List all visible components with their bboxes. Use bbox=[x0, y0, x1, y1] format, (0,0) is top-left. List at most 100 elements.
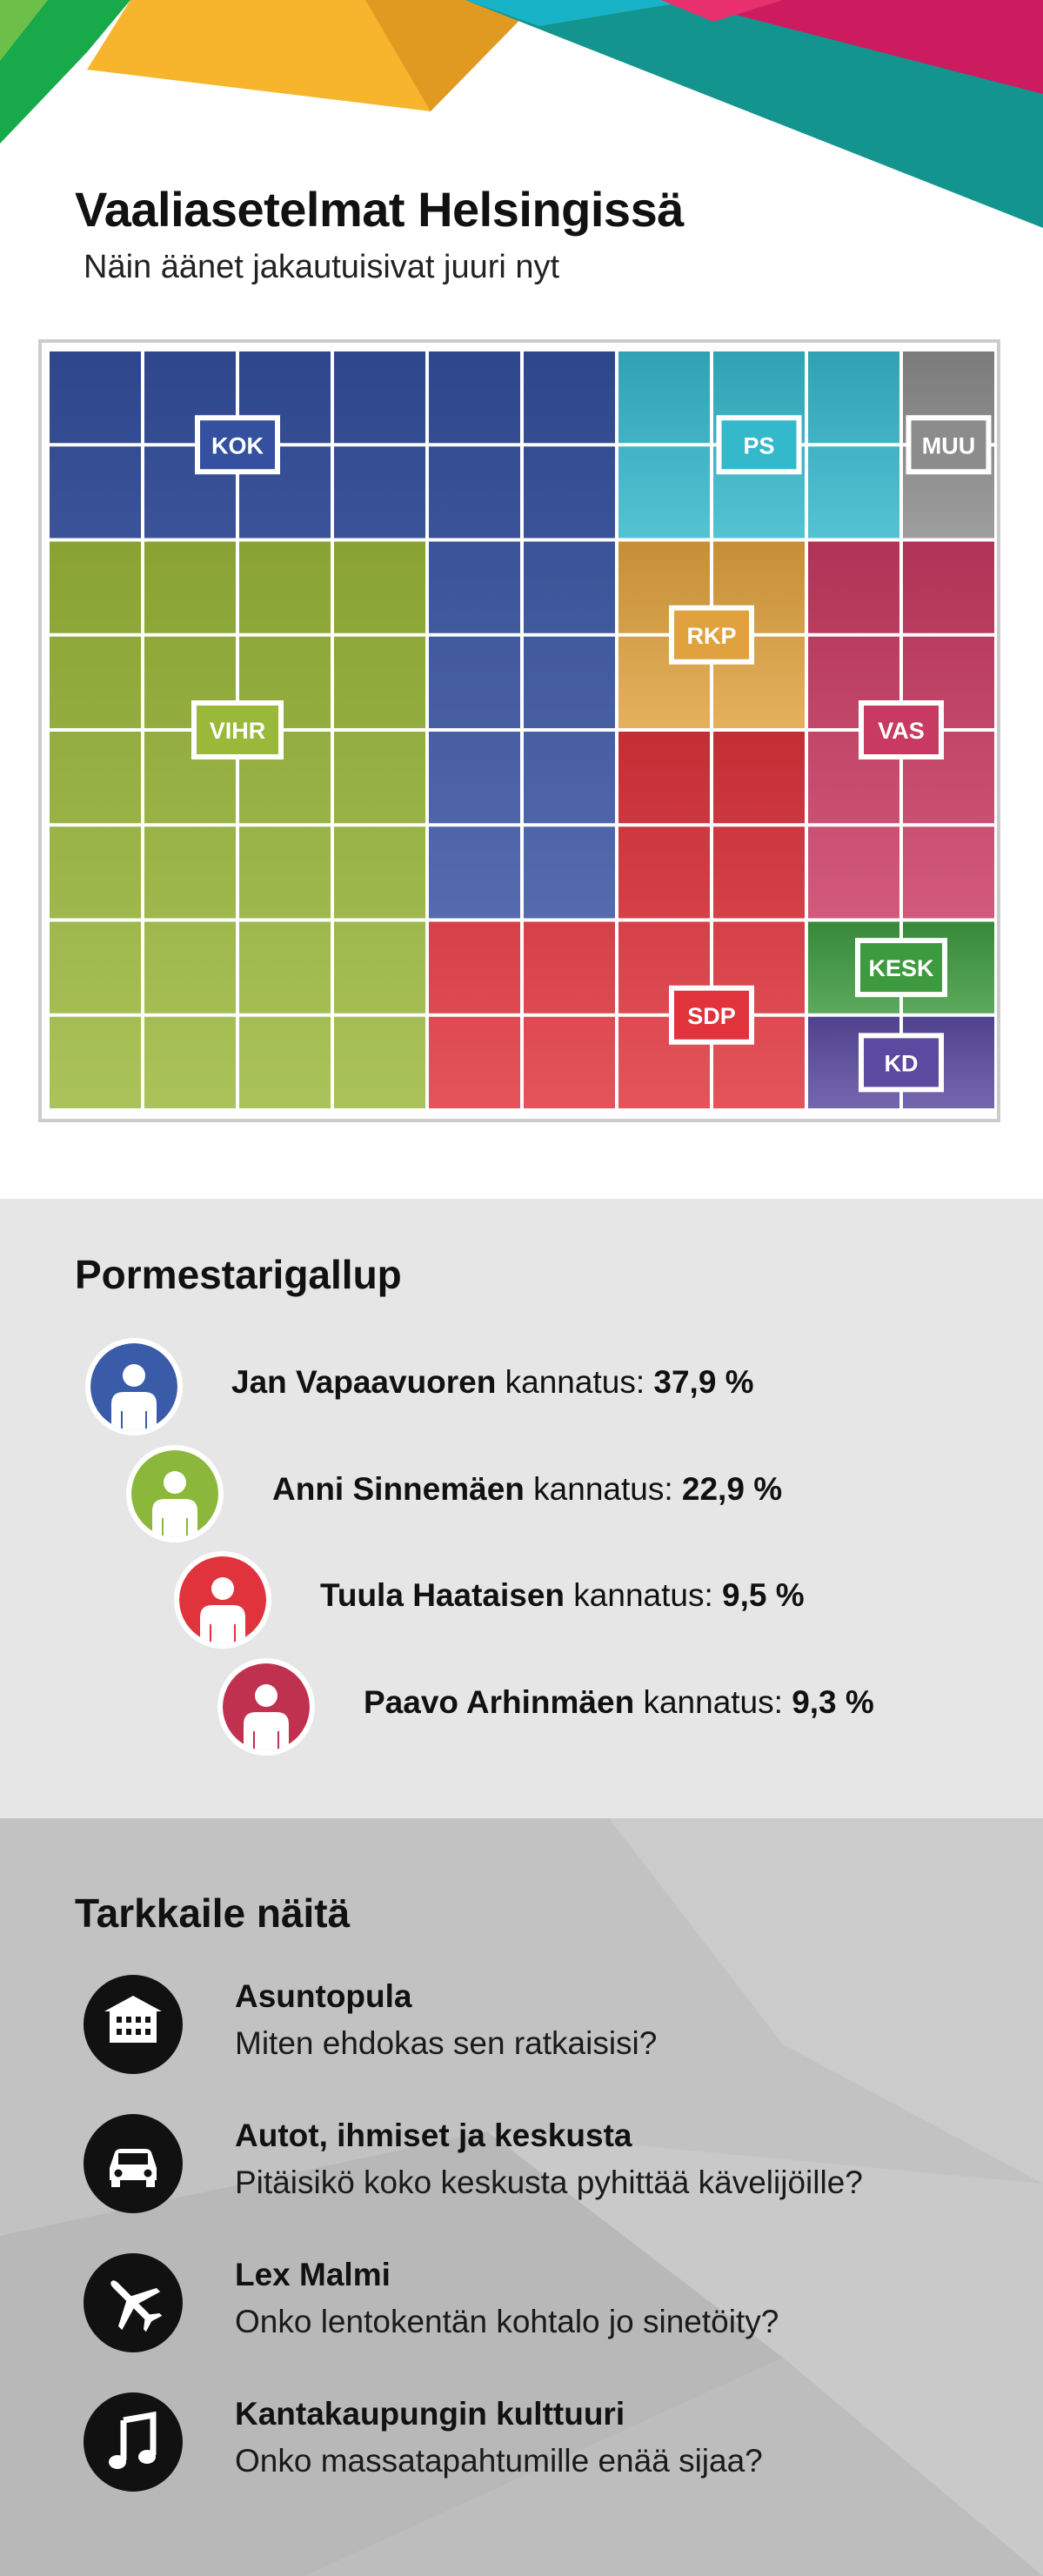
deco-cyan-shape bbox=[465, 0, 696, 26]
candidate-name: Anni Sinnemäen bbox=[272, 1471, 525, 1507]
watch-topic: Autot, ihmiset ja keskusta Pitäisikö koko… bbox=[84, 2114, 997, 2218]
candidate-name: Tuula Haataisen bbox=[320, 1577, 565, 1613]
waffle-label-text: PS bbox=[743, 432, 774, 458]
candidate-support-text: Paavo Arhinmäen kannatus: 9,3 % bbox=[364, 1684, 874, 1721]
waffle-cell-kok bbox=[429, 636, 520, 728]
decorative-banner bbox=[0, 0, 1043, 228]
waffle-label-text: KESK bbox=[868, 955, 934, 981]
waffle-cell-kok bbox=[429, 541, 520, 633]
waffle-label-text: VIHR bbox=[210, 718, 266, 744]
waffle-cell-vihr bbox=[144, 826, 236, 919]
waffle-label-sdp: SDP bbox=[669, 985, 754, 1045]
waffle-cell-ps bbox=[808, 446, 899, 539]
waffle-label-text: KD bbox=[885, 1050, 919, 1076]
waffle-cell-kok bbox=[429, 732, 520, 824]
watch-topic: Kantakaupungin kulttuuri Onko massatapaht… bbox=[84, 2392, 997, 2497]
candidate-support-text: Anni Sinnemäen kannatus: 22,9 % bbox=[272, 1471, 782, 1508]
support-label: kannatus: bbox=[505, 1364, 645, 1400]
waffle-label-rkp: RKP bbox=[669, 605, 754, 665]
waffle-cell-ps bbox=[618, 351, 710, 444]
music-note-icon bbox=[84, 2392, 183, 2492]
deco-orange-shape bbox=[365, 0, 539, 111]
waffle-cell-kok bbox=[524, 541, 615, 633]
support-value: 37,9 % bbox=[653, 1364, 754, 1400]
waffle-label-vas: VAS bbox=[859, 700, 944, 759]
support-value: 22,9 % bbox=[681, 1471, 783, 1507]
waffle-label-kesk: KESK bbox=[855, 938, 947, 998]
person-avatar-icon bbox=[85, 1338, 183, 1435]
waffle-cell-vas bbox=[808, 826, 899, 919]
waffle-cell-vihr bbox=[50, 636, 141, 728]
waffle-cell-vas bbox=[808, 541, 899, 633]
waffle-cell-kok bbox=[334, 351, 425, 444]
watch-title: Tarkkaile näitä bbox=[75, 1890, 351, 1936]
waffle-cell-vihr bbox=[239, 1016, 331, 1108]
waffle-cell-kok bbox=[50, 351, 141, 444]
deco-magenta-shape bbox=[679, 0, 1043, 94]
waffle-cell-sdp bbox=[524, 1016, 615, 1108]
waffle-cell-kok bbox=[334, 446, 425, 539]
waffle-cell-kok bbox=[524, 446, 615, 539]
page-title: Vaaliasetelmat Helsingissä bbox=[75, 182, 684, 237]
waffle-cell-sdp bbox=[713, 826, 805, 919]
waffle-cell-vihr bbox=[50, 921, 141, 1014]
waffle-cell-vihr bbox=[144, 541, 236, 633]
waffle-cell-vihr bbox=[334, 826, 425, 919]
support-value: 9,5 % bbox=[722, 1577, 805, 1613]
waffle-cell-vihr bbox=[50, 732, 141, 824]
topic-title: Lex Malmi bbox=[235, 2257, 391, 2292]
support-label: kannatus: bbox=[533, 1471, 673, 1507]
waffle-cell-sdp bbox=[618, 732, 710, 824]
waffle-label-text: MUU bbox=[922, 432, 976, 458]
waffle-chart: KOK VIHR SDP VAS PS RKP MUU KESK KD bbox=[50, 351, 994, 1108]
person-avatar-icon bbox=[217, 1658, 315, 1756]
waffle-cell-vihr bbox=[50, 826, 141, 919]
topic-question: Miten ehdokas sen ratkaisisi? bbox=[235, 2025, 658, 2061]
topic-question: Onko lentokentän kohtalo jo sinetöity? bbox=[235, 2304, 779, 2339]
waffle-cell-sdp bbox=[618, 826, 710, 919]
topic-title: Asuntopula bbox=[235, 1978, 412, 2014]
waffle-cell-vas bbox=[903, 826, 994, 919]
waffle-cell-vihr bbox=[334, 636, 425, 728]
waffle-cell-kok bbox=[524, 351, 615, 444]
waffle-cell-kok bbox=[429, 826, 520, 919]
waffle-cell-kok bbox=[50, 446, 141, 539]
watch-topic: Asuntopula Miten ehdokas sen ratkaisisi? bbox=[84, 1975, 997, 2079]
gallup-section: Pormestarigallup Jan Vapaavuoren kannatu… bbox=[0, 1199, 1043, 1818]
waffle-cell-kok bbox=[524, 826, 615, 919]
waffle-cell-sdp bbox=[429, 921, 520, 1014]
topic-question: Pitäisikö koko keskusta pyhittää kävelij… bbox=[235, 2165, 863, 2200]
waffle-label-ps: PS bbox=[716, 415, 802, 475]
waffle-cell-vihr bbox=[144, 1016, 236, 1108]
candidate-name: Paavo Arhinmäen bbox=[364, 1684, 635, 1720]
building-icon bbox=[84, 1975, 183, 2074]
watch-background-shapes bbox=[0, 1818, 1043, 2576]
waffle-label-kd: KD bbox=[859, 1033, 944, 1093]
watch-section: Tarkkaile näitä Asuntopula Miten ehdokas … bbox=[0, 1818, 1043, 2576]
waffle-cell-sdp bbox=[429, 1016, 520, 1108]
person-avatar-icon bbox=[174, 1551, 271, 1649]
deco-green-shape bbox=[0, 0, 130, 144]
waffle-label-vihr: VIHR bbox=[191, 700, 284, 759]
waffle-cell-vihr bbox=[239, 921, 331, 1014]
waffle-label-text: SDP bbox=[687, 1003, 736, 1029]
support-label: kannatus: bbox=[643, 1684, 783, 1720]
waffle-label-kok: KOK bbox=[195, 415, 280, 475]
waffle-cell-vihr bbox=[334, 732, 425, 824]
candidate-support-text: Jan Vapaavuoren kannatus: 37,9 % bbox=[231, 1364, 754, 1401]
waffle-cell-kok bbox=[524, 732, 615, 824]
topic-question: Onko massatapahtumille enää sijaa? bbox=[235, 2443, 763, 2479]
topic-title: Autot, ihmiset ja keskusta bbox=[235, 2118, 632, 2153]
support-value: 9,3 % bbox=[792, 1684, 874, 1720]
waffle-cell-sdp bbox=[713, 732, 805, 824]
waffle-label-text: KOK bbox=[211, 432, 264, 458]
waffle-cell-vihr bbox=[50, 1016, 141, 1108]
waffle-cell-vihr bbox=[334, 921, 425, 1014]
page-subtitle: Näin äänet jakautuisivat juuri nyt bbox=[84, 249, 560, 285]
waffle-label-text: RKP bbox=[686, 623, 736, 649]
waffle-cell-vihr bbox=[239, 541, 331, 633]
waffle-cell-kok bbox=[429, 351, 520, 444]
deco-lightgreen-shape bbox=[0, 0, 48, 61]
waffle-cell-vihr bbox=[239, 826, 331, 919]
waffle-cell-sdp bbox=[524, 921, 615, 1014]
